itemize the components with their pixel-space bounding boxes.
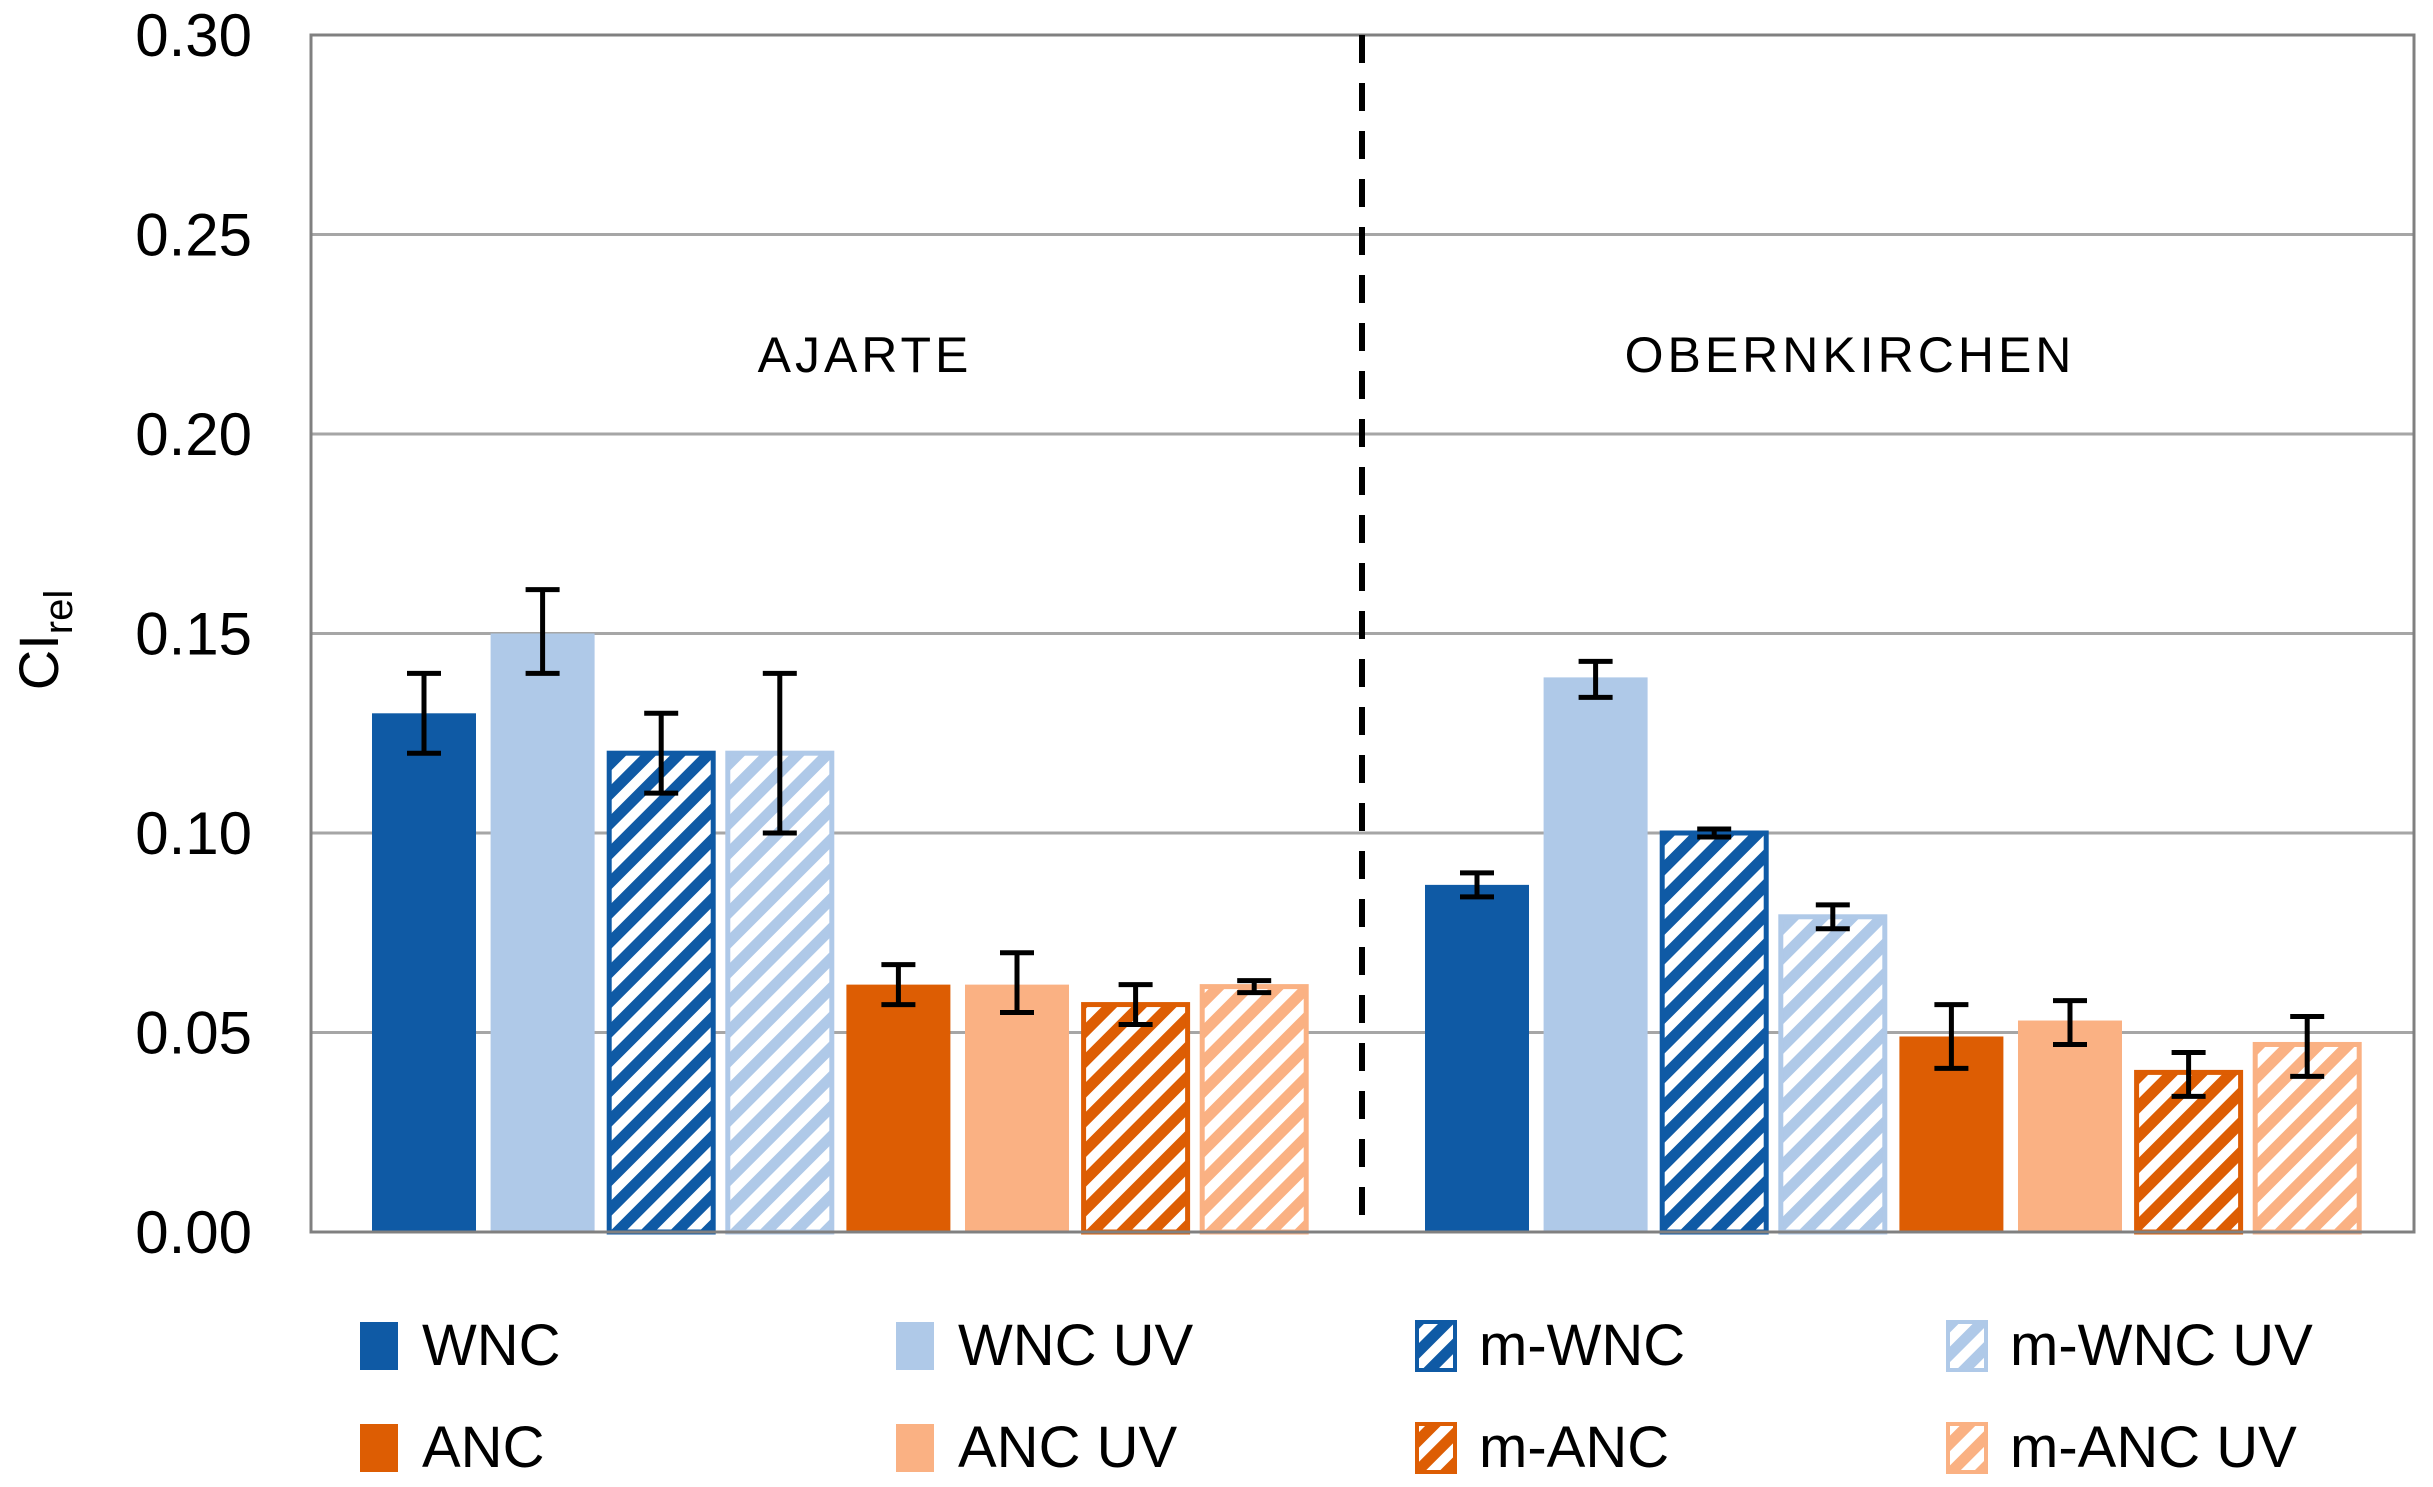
error-bar-ajarte-anc	[881, 962, 916, 1008]
legend-item-m-anc-uv: m-ANC UV	[1946, 1415, 2297, 1480]
error-bar-obernkirchen-m-wnc-uv	[1815, 902, 1850, 932]
y-axis-title-subscript: rel	[37, 590, 81, 634]
bar-obernkirchen-m-wnc-uv	[1778, 914, 1888, 1235]
bar-ajarte-m-anc-uv	[1199, 984, 1309, 1235]
error-bar-obernkirchen-wnc-uv	[1578, 658, 1613, 700]
plot-frame	[309, 33, 2416, 1234]
bar-obernkirchen-anc-uv	[2018, 1020, 2122, 1232]
error-bar-obernkirchen-m-wnc	[1697, 826, 1732, 840]
bar-ajarte-anc	[846, 984, 951, 1232]
legend-swatch-m-anc	[1415, 1422, 1457, 1474]
bar-ajarte-m-wnc	[606, 750, 716, 1235]
legend-swatch-wnc-uv	[896, 1322, 934, 1370]
y-axis-title: CIrel	[7, 590, 81, 690]
bar-ajarte-wnc-uv	[490, 633, 595, 1232]
legend-item-m-wnc: m-WNC	[1415, 1313, 1685, 1378]
legend-item-m-wnc-uv: m-WNC UV	[1946, 1313, 2313, 1378]
group-label-ajarte: AJARTE	[758, 327, 973, 383]
legend-label-m-anc: m-ANC	[1479, 1415, 1669, 1480]
y-axis-title-main: CI	[7, 634, 70, 690]
bars	[372, 633, 2362, 1235]
y-axis-tick-labels: 0.00 0.05 0.10 0.15 0.20 0.25 0.30	[135, 2, 252, 1266]
bar-obernkirchen-wnc-uv	[1543, 677, 1648, 1232]
bar-ajarte-wnc	[372, 713, 476, 1232]
legend-item-anc-uv: ANC UV	[896, 1415, 1177, 1480]
error-bar-ajarte-m-anc-uv	[1237, 978, 1272, 996]
error-bar-ajarte-m-wnc	[644, 710, 679, 796]
legend-item-anc: ANC	[360, 1415, 544, 1480]
y-tick-label-0.15: 0.15	[135, 601, 252, 668]
error-bar-ajarte-wnc	[407, 670, 441, 756]
legend-label-anc-uv: ANC UV	[958, 1415, 1177, 1480]
legend-swatch-m-wnc-uv	[1946, 1320, 1988, 1372]
y-tick-label-0.30: 0.30	[135, 2, 252, 69]
legend-item-m-anc: m-ANC	[1415, 1415, 1669, 1480]
legend-label-m-wnc: m-WNC	[1479, 1313, 1685, 1378]
error-bar-obernkirchen-m-anc-uv	[2290, 1014, 2325, 1079]
legend-label-wnc-uv: WNC UV	[958, 1313, 1194, 1378]
bar-obernkirchen-wnc	[1425, 884, 1529, 1232]
error-bar-ajarte-wnc-uv	[525, 587, 560, 676]
legend-label-m-wnc-uv: m-WNC UV	[2010, 1313, 2313, 1378]
error-bar-ajarte-m-anc	[1118, 982, 1153, 1028]
y-tick-label-0.25: 0.25	[135, 202, 252, 269]
error-bar-ajarte-m-wnc-uv	[762, 670, 797, 836]
legend-item-wnc: WNC	[360, 1313, 561, 1378]
legend: WNC WNC UV m-WNC m-WNC UV ANC ANC UV m-ANC m-AN…	[360, 1313, 2313, 1480]
error-bar-ajarte-anc-uv	[1000, 950, 1034, 1016]
error-bar-obernkirchen-wnc	[1460, 870, 1494, 900]
y-tick-label-0.00: 0.00	[135, 1199, 252, 1266]
y-tick-label-0.10: 0.10	[135, 800, 252, 867]
bar-ajarte-anc-uv	[965, 984, 1069, 1232]
y-tick-label-0.05: 0.05	[135, 1000, 252, 1067]
legend-label-anc: ANC	[422, 1415, 544, 1480]
bar-ajarte-m-anc	[1081, 1002, 1191, 1235]
error-bar-obernkirchen-anc	[1934, 1002, 1969, 1071]
y-tick-label-0.20: 0.20	[135, 401, 252, 468]
error-bars	[407, 587, 2325, 1099]
legend-swatch-anc-uv	[896, 1424, 934, 1472]
error-bar-obernkirchen-anc-uv	[2053, 998, 2087, 1047]
legend-swatch-m-wnc	[1415, 1320, 1457, 1372]
legend-swatch-anc	[360, 1424, 398, 1472]
group-label-obernkirchen: OBERNKIRCHEN	[1625, 327, 2076, 383]
legend-label-wnc: WNC	[422, 1313, 561, 1378]
error-bar-obernkirchen-m-anc	[2171, 1049, 2206, 1099]
legend-item-wnc-uv: WNC UV	[896, 1313, 1194, 1378]
legend-swatch-m-anc-uv	[1946, 1422, 1988, 1474]
bar-obernkirchen-m-wnc	[1659, 830, 1769, 1235]
legend-swatch-wnc	[360, 1322, 398, 1370]
legend-label-m-anc-uv: m-ANC UV	[2010, 1415, 2297, 1480]
